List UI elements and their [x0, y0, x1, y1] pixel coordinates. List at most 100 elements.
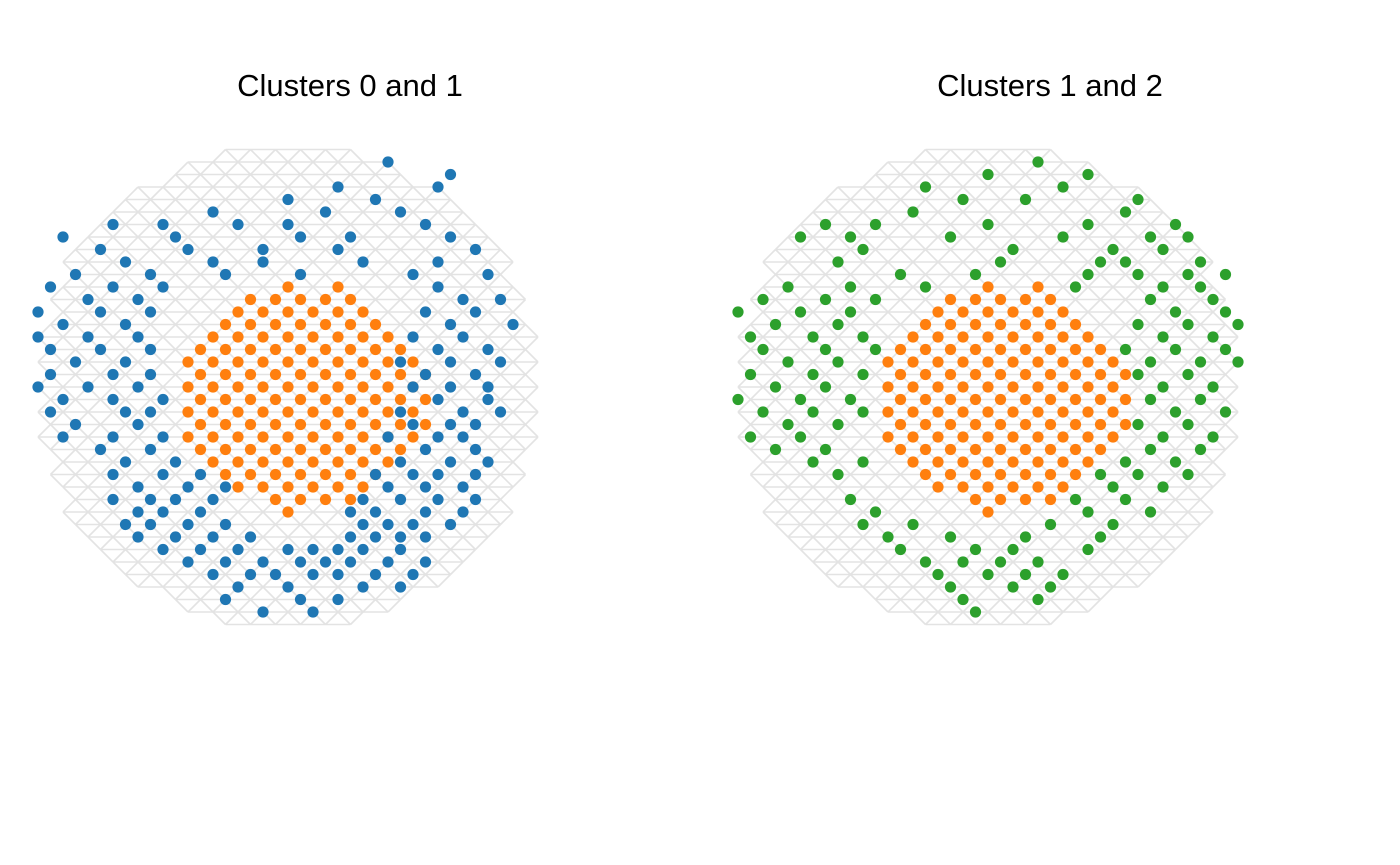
mesh-edge: [874, 248, 889, 263]
spot-cluster-2: [794, 431, 807, 443]
mesh-edge: [1149, 348, 1164, 363]
mesh-edge: [1012, 536, 1027, 551]
mesh-edge: [1137, 336, 1152, 351]
mesh-edge: [462, 523, 477, 538]
mesh-edge: [1099, 173, 1114, 188]
mesh-edge: [124, 236, 139, 251]
spot-cluster-2: [1132, 418, 1144, 431]
mesh-edge: [924, 573, 939, 588]
mesh-edge: [249, 536, 264, 551]
mesh-edge: [324, 148, 339, 163]
mesh-edge: [937, 598, 952, 613]
mesh-edge: [837, 236, 852, 251]
spot-cluster-1: [1094, 368, 1107, 381]
mesh-edge: [1062, 536, 1077, 551]
mesh-edge: [224, 611, 239, 626]
mesh-edge: [874, 561, 889, 576]
spot-cluster-1: [344, 418, 357, 431]
mesh-edge: [249, 186, 264, 201]
mesh-edge: [487, 511, 502, 526]
mesh-edge: [799, 511, 814, 526]
mesh-edge: [174, 161, 189, 176]
mesh-edge: [174, 323, 189, 338]
mesh-edge: [312, 223, 327, 238]
spot-cluster-1: [1019, 293, 1032, 306]
mesh-edge: [112, 386, 127, 401]
spot-cluster-1: [357, 331, 369, 343]
spot-cluster-1: [1057, 406, 1069, 418]
spot-cluster-0: [282, 193, 294, 206]
mesh-edge: [1187, 473, 1202, 488]
spot-cluster-0: [444, 456, 457, 468]
spot-cluster-1: [282, 406, 294, 418]
mesh-edge: [1087, 186, 1102, 201]
spot-cluster-2: [1132, 468, 1144, 481]
spot-cluster-2: [1082, 218, 1094, 231]
spot-cluster-0: [119, 356, 132, 368]
spot-cluster-1: [1082, 456, 1094, 468]
mesh-edge: [99, 548, 114, 563]
mesh-edge: [87, 461, 102, 476]
mesh-edge: [224, 248, 239, 263]
mesh-edge: [237, 198, 252, 213]
mesh-edge: [1137, 261, 1152, 276]
mesh-edge: [237, 223, 252, 238]
mesh-edge: [1099, 511, 1114, 526]
mesh-edge: [1124, 223, 1139, 238]
mesh-edge: [337, 561, 352, 576]
spot-cluster-0: [394, 581, 407, 593]
mesh-edge: [862, 386, 877, 401]
spot-cluster-1: [294, 343, 307, 356]
mesh-edge: [1099, 548, 1114, 563]
mesh-edge: [524, 398, 539, 413]
spot-cluster-1: [1044, 368, 1057, 381]
mesh-edge: [512, 311, 527, 326]
mesh-edge: [787, 448, 802, 463]
spot-cluster-1: [357, 381, 369, 393]
spot-cluster-0: [144, 368, 157, 381]
mesh-edge: [74, 286, 89, 301]
mesh-edge: [787, 461, 802, 476]
mesh-edge: [162, 311, 177, 326]
spot-cluster-1: [1032, 481, 1044, 493]
spot-cluster-2: [1057, 231, 1069, 243]
mesh-edge: [999, 161, 1014, 176]
spot-cluster-1: [1044, 468, 1057, 481]
spot-cluster-1: [957, 456, 969, 468]
mesh-edge: [1162, 411, 1177, 426]
mesh-edge: [237, 598, 252, 613]
spot-cluster-1: [319, 318, 332, 331]
spot-cluster-1: [882, 381, 894, 393]
mesh-edge: [99, 223, 114, 238]
mesh-edge: [412, 273, 427, 288]
spot-cluster-2: [1094, 256, 1107, 268]
mesh-edge: [499, 498, 514, 513]
mesh-edge: [449, 236, 464, 251]
spot-cluster-0: [94, 343, 107, 356]
mesh-edge: [399, 211, 414, 226]
spot-cluster-0: [469, 468, 482, 481]
mesh-edge: [1137, 473, 1152, 488]
spot-cluster-1: [294, 318, 307, 331]
mesh-edge: [99, 473, 114, 488]
spot-cluster-1: [282, 306, 294, 318]
spot-cluster-0: [194, 506, 207, 518]
spot-cluster-2: [1194, 443, 1207, 456]
mesh-edge: [449, 223, 464, 238]
mesh-edge: [1174, 423, 1189, 438]
mesh-edge: [987, 523, 1002, 538]
spot-cluster-1: [369, 443, 382, 456]
spot-cluster-1: [182, 356, 194, 368]
mesh-edge: [524, 336, 539, 351]
mesh-edge: [1174, 523, 1189, 538]
mesh-edge: [924, 186, 939, 201]
mesh-edge: [262, 186, 277, 201]
mesh-edge: [1124, 236, 1139, 251]
spot-cluster-1: [244, 418, 257, 431]
mesh-edge: [949, 598, 964, 613]
spot-cluster-0: [382, 481, 394, 493]
spot-cluster-1: [1057, 381, 1069, 393]
spot-cluster-2: [869, 506, 882, 518]
mesh-edge: [824, 311, 839, 326]
mesh-edge: [749, 336, 764, 351]
